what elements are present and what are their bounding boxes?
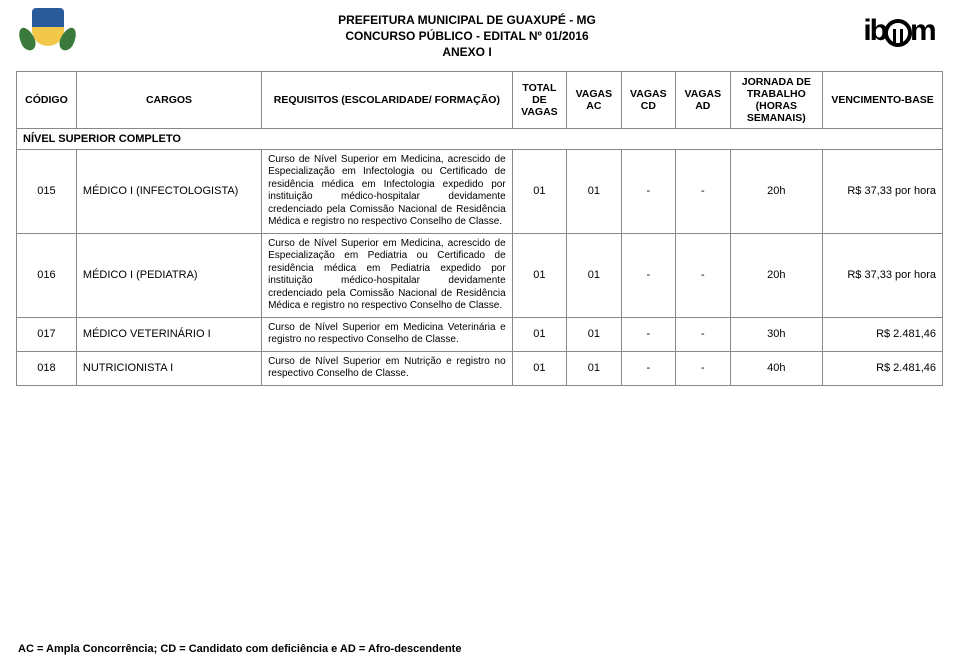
cell-vencimento: R$ 37,33 por hora — [823, 233, 943, 317]
legend-footer: AC = Ampla Concorrência; CD = Candidato … — [18, 643, 461, 655]
cell-cargo: NUTRICIONISTA I — [76, 351, 261, 385]
cell-ac: 01 — [567, 317, 621, 351]
cell-ad: - — [676, 351, 730, 385]
cell-cargo: MÉDICO I (INFECTOLOGISTA) — [76, 149, 261, 233]
cell-codigo: 016 — [17, 233, 77, 317]
cell-codigo: 017 — [17, 317, 77, 351]
header-title: PREFEITURA MUNICIPAL DE GUAXUPÉ - MG CON… — [75, 8, 859, 61]
cell-cd: - — [621, 351, 675, 385]
cell-total: 01 — [512, 317, 566, 351]
cell-ac: 01 — [567, 351, 621, 385]
cell-vencimento: R$ 37,33 por hora — [823, 149, 943, 233]
cell-ac: 01 — [567, 149, 621, 233]
cell-cargo: MÉDICO VETERINÁRIO I — [76, 317, 261, 351]
col-total: TOTAL DE VAGAS — [512, 71, 566, 128]
header-line1: PREFEITURA MUNICIPAL DE GUAXUPÉ - MG — [75, 12, 859, 28]
table-row: 017 MÉDICO VETERINÁRIO I Curso de Nível … — [17, 317, 943, 351]
cell-jornada: 30h — [730, 317, 823, 351]
cell-ad: - — [676, 317, 730, 351]
cell-cd: - — [621, 149, 675, 233]
header-line2: CONCURSO PÚBLICO - EDITAL Nº 01/2016 — [75, 28, 859, 44]
cell-requisitos: Curso de Nível Superior em Medicina, acr… — [262, 233, 513, 317]
col-jornada: JORNADA DE TRABALHO (HORAS SEMANAIS) — [730, 71, 823, 128]
cell-ac: 01 — [567, 233, 621, 317]
col-vencimento: VENCIMENTO-BASE — [823, 71, 943, 128]
col-cargos: CARGOS — [76, 71, 261, 128]
cell-total: 01 — [512, 233, 566, 317]
vacancies-table: CÓDIGO CARGOS REQUISITOS (ESCOLARIDADE/ … — [16, 71, 943, 386]
city-crest-logo — [20, 8, 75, 53]
cell-vencimento: R$ 2.481,46 — [823, 317, 943, 351]
cell-requisitos: Curso de Nível Superior em Medicina Vete… — [262, 317, 513, 351]
cell-jornada: 20h — [730, 233, 823, 317]
table-row: 016 MÉDICO I (PEDIATRA) Curso de Nível S… — [17, 233, 943, 317]
header-line3: ANEXO I — [75, 44, 859, 60]
table-row: 015 MÉDICO I (INFECTOLOGISTA) Curso de N… — [17, 149, 943, 233]
cell-ad: - — [676, 233, 730, 317]
table-header: CÓDIGO CARGOS REQUISITOS (ESCOLARIDADE/ … — [17, 71, 943, 128]
section-row: NÍVEL SUPERIOR COMPLETO — [17, 128, 943, 149]
cell-requisitos: Curso de Nível Superior em Nutrição e re… — [262, 351, 513, 385]
cell-total: 01 — [512, 351, 566, 385]
cell-jornada: 40h — [730, 351, 823, 385]
cell-codigo: 015 — [17, 149, 77, 233]
col-requisitos: REQUISITOS (ESCOLARIDADE/ FORMAÇÃO) — [262, 71, 513, 128]
cell-cd: - — [621, 233, 675, 317]
ibam-logo: ibm — [859, 8, 939, 53]
col-codigo: CÓDIGO — [17, 71, 77, 128]
cell-requisitos: Curso de Nível Superior em Medicina, acr… — [262, 149, 513, 233]
table-row: 018 NUTRICIONISTA I Curso de Nível Super… — [17, 351, 943, 385]
cell-jornada: 20h — [730, 149, 823, 233]
cell-cargo: MÉDICO I (PEDIATRA) — [76, 233, 261, 317]
cell-total: 01 — [512, 149, 566, 233]
cell-cd: - — [621, 317, 675, 351]
page-header: PREFEITURA MUNICIPAL DE GUAXUPÉ - MG CON… — [0, 0, 959, 65]
cell-ad: - — [676, 149, 730, 233]
col-cd: VAGAS CD — [621, 71, 675, 128]
cell-codigo: 018 — [17, 351, 77, 385]
section-title: NÍVEL SUPERIOR COMPLETO — [17, 128, 943, 149]
col-ac: VAGAS AC — [567, 71, 621, 128]
col-ad: VAGAS AD — [676, 71, 730, 128]
cell-vencimento: R$ 2.481,46 — [823, 351, 943, 385]
